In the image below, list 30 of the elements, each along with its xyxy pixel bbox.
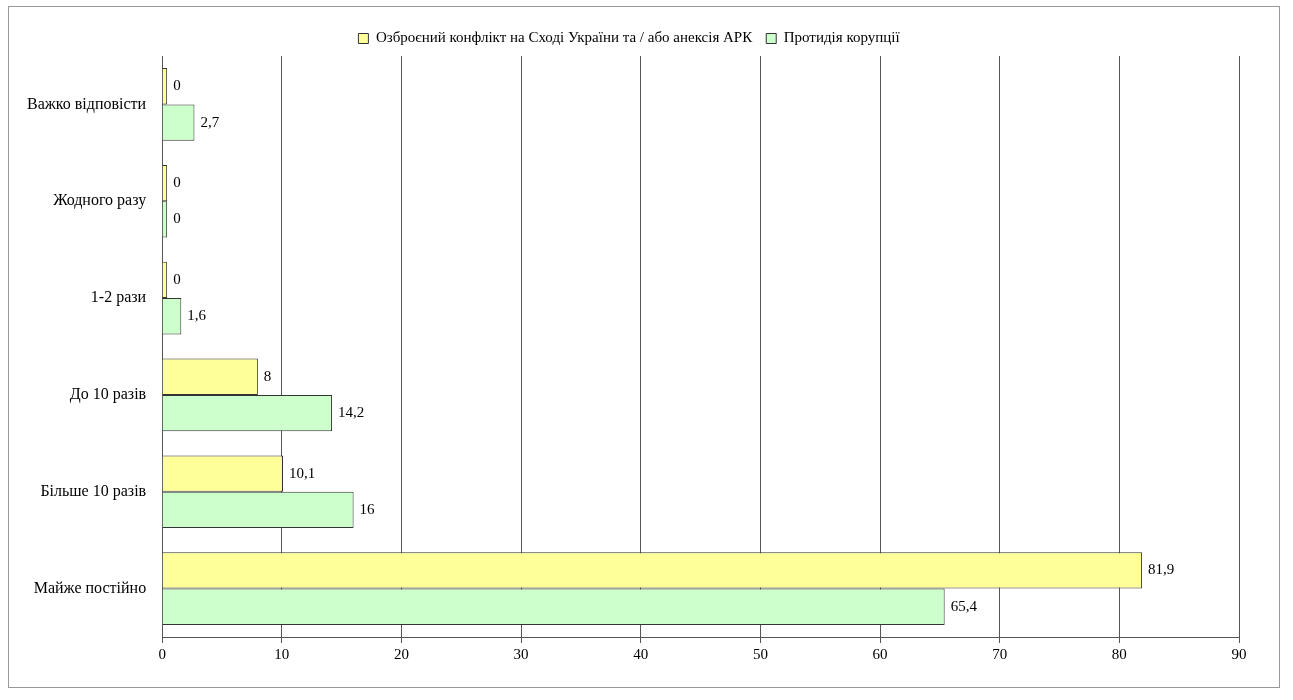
data-label: 2,7	[200, 113, 220, 130]
data-label: 1,6	[187, 307, 207, 324]
y-tick-label: До 10 разів	[69, 385, 147, 404]
data-label: 0	[173, 210, 181, 227]
data-label: 16	[359, 500, 376, 517]
legend-label: Озброєний конфлікт на Сході України та / або анексія АРК	[375, 29, 754, 46]
data-label: 8	[263, 367, 272, 384]
legend-label: Протидія корупції	[783, 29, 901, 46]
y-tick-label: Важко відповісти	[26, 94, 147, 113]
data-label: 0	[173, 270, 181, 287]
data-label: 0	[173, 77, 181, 94]
y-tick-label: Майже постійно	[33, 578, 147, 596]
x-tick-label: 0	[158, 645, 166, 662]
x-tick-label: 30	[513, 645, 529, 662]
data-label: 14,2	[338, 404, 365, 421]
data-label: 81,9	[1148, 561, 1175, 578]
x-tick-label: 70	[992, 645, 1008, 662]
y-tick-label: Більше 10 разів	[40, 481, 147, 500]
data-label: 0	[173, 174, 181, 191]
x-tick-label: 90	[1231, 645, 1247, 662]
x-tick-label: 40	[633, 645, 649, 662]
x-tick-label: 80	[1111, 645, 1127, 662]
y-tick-label: Жодного разу	[53, 191, 147, 210]
x-tick-label: 20	[393, 645, 409, 662]
data-label: 10,1	[289, 464, 316, 481]
x-tick-label: 50	[752, 645, 768, 662]
y-tick-label: 1-2 рази	[90, 288, 147, 307]
x-tick-label: 60	[872, 645, 888, 662]
data-label: 65,4	[950, 597, 978, 614]
x-tick-label: 10	[274, 645, 290, 662]
